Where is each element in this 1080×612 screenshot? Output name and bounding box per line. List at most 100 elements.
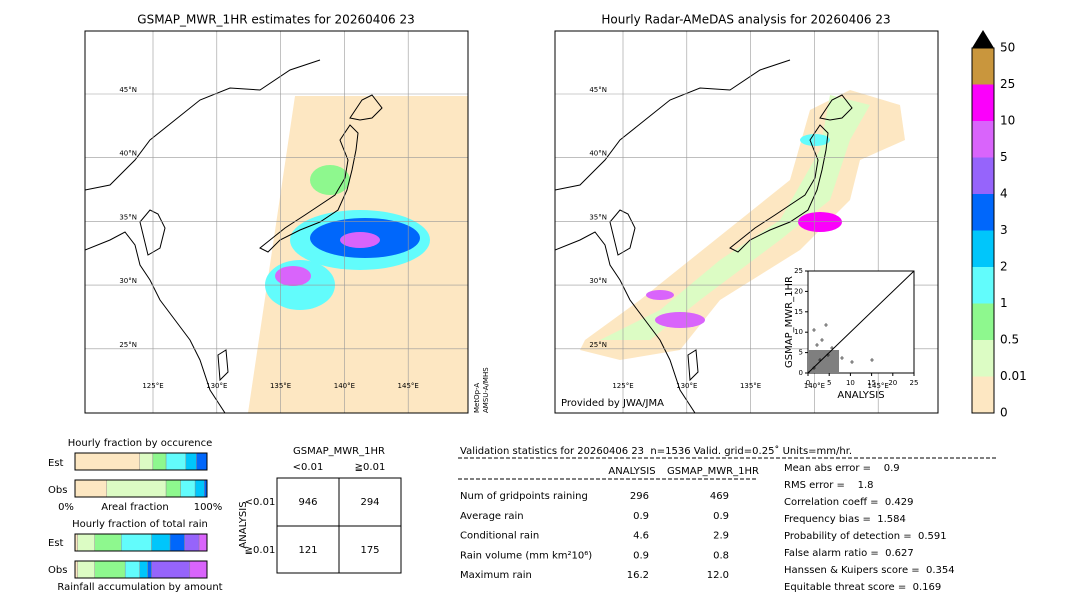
bar-frame [74,533,208,552]
colorbar-label: 50 [1000,41,1015,55]
tick-label: 10 [794,328,803,336]
value: 469 [710,491,729,502]
value: 0.9 [713,511,729,522]
lat-label: 45°N [119,86,137,94]
score: Frequency bias = 1.584 [784,514,906,525]
lon-label: 145°E [398,382,419,390]
fraction-segment [198,533,208,552]
fraction-segment [74,479,107,498]
lat-label: 25°N [589,341,607,349]
value: 12.0 [707,570,729,581]
tick-label: 0 [799,369,803,377]
axis-label: ANALYSIS [837,390,884,401]
lon-label: 135°E [740,382,761,390]
colorbar-label: 0.01 [1000,369,1027,383]
bar-frame [74,479,208,498]
colorbar-segment [972,376,994,413]
value: 0.8 [713,550,729,561]
lat-label: 40°N [589,150,607,158]
colorbar-segment [972,267,994,304]
colorbar-segment [972,230,994,267]
colorbar-segment [972,303,994,340]
fraction-segment [169,533,185,552]
lat-label: 35°N [119,213,137,221]
fraction-segment [165,452,187,471]
col-label: <0.01 [293,462,324,473]
axis-label: 100% [194,502,223,513]
fraction-segment [165,479,181,498]
colorbar-label: 0 [1000,406,1008,420]
column-header: ANALYSIS [608,466,655,477]
fraction-segment [77,560,95,579]
column-header: GSMAP_MWR_1HR [667,466,759,477]
value: 4.6 [633,531,649,542]
row-title: ANALYSIS [238,501,249,548]
score: Probability of detection = 0.591 [784,531,947,542]
fraction-segment [151,560,191,579]
lon-label: 125°E [142,382,163,390]
colorbar-label: 3 [1000,223,1008,237]
colorbar-label: 10 [1000,114,1015,128]
cell: 175 [360,545,379,556]
bar-frame [74,452,208,471]
fraction-segment [77,533,95,552]
col-label: ≧0.01 [355,462,386,473]
fraction-segment [152,452,167,471]
fraction-segment [180,479,196,498]
score: RMS error = 1.8 [784,480,874,491]
lat-label: 30°N [119,277,137,285]
scatter-cluster [809,350,839,372]
lat-label: 35°N [589,213,607,221]
axis-label: Areal fraction [101,502,168,513]
cell: 946 [298,497,317,508]
tick-label: 20 [794,287,803,295]
fraction-segment [147,560,152,579]
map-frame [84,30,469,414]
fraction-segment [184,533,200,552]
cell: 121 [298,545,317,556]
row-label: Rain volume (mm km²10⁶) [460,550,592,561]
map-frame [554,30,939,414]
cell: 294 [360,497,379,508]
colorbar-label: 4 [1000,187,1008,201]
lat-label: 40°N [119,150,137,158]
value: 0.9 [633,550,649,561]
tick-label: 5 [827,379,831,387]
fraction-segment [139,452,154,471]
colorbar-label: 1 [1000,296,1008,310]
row-label: Maximum rain [460,570,532,581]
value: 296 [630,491,649,502]
colorbar-label: 2 [1000,260,1008,274]
tick-label: 10 [846,379,855,387]
row-label: Obs [48,485,67,496]
lon-label: 125°E [612,382,633,390]
value: 2.9 [713,531,729,542]
fraction-segment [196,452,208,471]
fraction-segment [94,533,122,552]
fraction-segment [185,452,197,471]
colorbar-segment [972,194,994,231]
fraction-segment [120,533,152,552]
credit: Provided by JWA/JMA [561,398,664,409]
axis-label: 0% [58,502,74,513]
axis-label: GSMAP_MWR_1HR [784,276,795,368]
fraction-segment [106,479,167,498]
source: MetOp-A [473,383,481,413]
colorbar-segment [972,340,994,377]
fraction-segment [189,560,208,579]
lat-label: 25°N [119,341,137,349]
row-label: Est [48,458,64,469]
lon-label: 140°E [804,382,825,390]
row-label: Average rain [460,511,524,522]
tick-label: 25 [910,379,919,387]
fraction-segment [94,560,126,579]
bar-frame [74,560,208,579]
tick-label: 20 [888,379,897,387]
tick-label: 25 [794,267,803,275]
value: 0.9 [633,511,649,522]
colorbar-segment [972,84,994,121]
colorbar-label: 0.5 [1000,333,1019,347]
panel-title: Hourly fraction of total rain [72,519,208,530]
map-title: Hourly Radar-AMeDAS analysis for 2026040… [601,13,890,27]
